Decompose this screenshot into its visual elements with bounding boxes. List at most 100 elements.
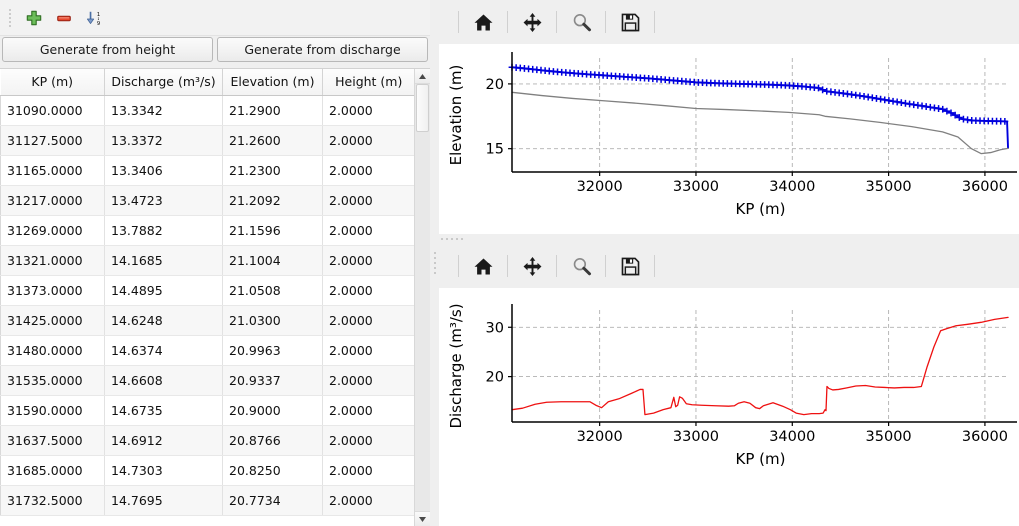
cell-elevation[interactable]: 21.1596 [222, 215, 323, 246]
table-row[interactable]: 31480.0000 14.6374 20.9963 2.0000 [0, 335, 414, 366]
cell-height[interactable]: 2.0000 [322, 95, 414, 126]
cell-kp[interactable]: 31732.5000 [0, 485, 105, 516]
column-header-discharge[interactable]: Discharge (m³/s) [104, 69, 223, 96]
cell-elevation[interactable]: 20.7734 [222, 485, 323, 516]
cell-discharge[interactable]: 13.3406 [104, 155, 223, 186]
discharge-chart-canvas[interactable]: 32000 33000 34000 35000 36000 20 30 KP (m) Disch… [439, 288, 1019, 526]
cell-discharge[interactable]: 14.7303 [104, 455, 223, 486]
add-row-icon[interactable] [19, 4, 49, 32]
table-row[interactable]: 31165.0000 13.3406 21.2300 2.0000 [0, 155, 414, 186]
cell-kp[interactable]: 31590.0000 [0, 395, 105, 426]
cell-elevation[interactable]: 20.9337 [222, 365, 323, 396]
cell-height[interactable]: 2.0000 [322, 425, 414, 456]
cell-height[interactable]: 2.0000 [322, 335, 414, 366]
cell-discharge[interactable]: 13.3342 [104, 95, 223, 126]
column-header-kp[interactable]: KP (m) [0, 69, 105, 96]
svg-text:34000: 34000 [769, 179, 815, 195]
cell-kp[interactable]: 31637.5000 [0, 425, 105, 456]
table-row[interactable]: 31685.0000 14.7303 20.8250 2.0000 [0, 455, 414, 486]
table-row[interactable]: 31535.0000 14.6608 20.9337 2.0000 [0, 365, 414, 396]
zoom-icon[interactable] [564, 250, 598, 282]
cell-elevation[interactable]: 21.2092 [222, 185, 323, 216]
scroll-up-arrow-icon[interactable] [415, 69, 430, 84]
cell-height[interactable]: 2.0000 [322, 305, 414, 336]
cell-kp[interactable]: 31685.0000 [0, 455, 105, 486]
cell-kp[interactable]: 31373.0000 [0, 275, 105, 306]
cell-discharge[interactable]: 13.7882 [104, 215, 223, 246]
cell-elevation[interactable]: 21.0300 [222, 305, 323, 336]
cell-kp[interactable]: 31321.0000 [0, 245, 105, 276]
cell-height[interactable]: 2.0000 [322, 245, 414, 276]
cell-height[interactable]: 2.0000 [322, 365, 414, 396]
cell-elevation[interactable]: 20.9000 [222, 395, 323, 426]
cell-kp[interactable]: 31480.0000 [0, 335, 105, 366]
elevation-chart-canvas[interactable]: 32000 33000 34000 35000 36000 15 20 KP (m) Eleva… [439, 44, 1019, 234]
toolbar-grip-handle[interactable] [6, 7, 13, 29]
cell-elevation[interactable]: 21.2600 [222, 125, 323, 156]
save-icon[interactable] [613, 6, 647, 38]
scroll-down-arrow-icon[interactable] [415, 511, 430, 526]
table-row[interactable]: 31321.0000 14.1685 21.1004 2.0000 [0, 245, 414, 276]
table-row[interactable]: 31090.0000 13.3342 21.2900 2.0000 [0, 95, 414, 126]
plots-horizontal-splitter[interactable] [439, 234, 1019, 244]
cell-kp[interactable]: 31090.0000 [0, 95, 105, 126]
remove-row-icon[interactable] [49, 4, 79, 32]
pan-icon[interactable] [515, 250, 549, 282]
generate-from-discharge-button[interactable]: Generate from discharge [217, 37, 428, 62]
cell-kp[interactable]: 31425.0000 [0, 305, 105, 336]
scrollbar-thumb[interactable] [416, 84, 429, 132]
cell-elevation[interactable]: 21.2900 [222, 95, 323, 126]
cell-elevation[interactable]: 20.9963 [222, 335, 323, 366]
cell-kp[interactable]: 31269.0000 [0, 215, 105, 246]
table-scroll-area[interactable]: KP (m) Discharge (m³/s) Elevation (m) He… [0, 69, 414, 526]
cell-discharge[interactable]: 13.3372 [104, 125, 223, 156]
cell-kp[interactable]: 31127.5000 [0, 125, 105, 156]
pan-icon[interactable] [515, 6, 549, 38]
home-icon[interactable] [466, 250, 500, 282]
cell-discharge[interactable]: 14.6735 [104, 395, 223, 426]
table-row[interactable]: 31590.0000 14.6735 20.9000 2.0000 [0, 395, 414, 426]
scrollbar-track[interactable] [415, 84, 430, 511]
cell-height[interactable]: 2.0000 [322, 155, 414, 186]
generate-from-height-button[interactable]: Generate from height [2, 37, 213, 62]
cell-discharge[interactable]: 14.6248 [104, 305, 223, 336]
cell-discharge[interactable]: 14.6912 [104, 425, 223, 456]
cell-discharge[interactable]: 13.4723 [104, 185, 223, 216]
cell-height[interactable]: 2.0000 [322, 215, 414, 246]
cell-discharge[interactable]: 14.6608 [104, 365, 223, 396]
table-row[interactable]: 31217.0000 13.4723 21.2092 2.0000 [0, 185, 414, 216]
cell-discharge[interactable]: 14.1685 [104, 245, 223, 276]
cell-elevation[interactable]: 20.8250 [222, 455, 323, 486]
column-header-height[interactable]: Height (m) [322, 69, 414, 96]
cell-kp[interactable]: 31535.0000 [0, 365, 105, 396]
cell-kp[interactable]: 31165.0000 [0, 155, 105, 186]
svg-text:Elevation (m): Elevation (m) [447, 65, 465, 166]
cell-elevation[interactable]: 21.0508 [222, 275, 323, 306]
cell-kp[interactable]: 31217.0000 [0, 185, 105, 216]
cell-elevation[interactable]: 20.8766 [222, 425, 323, 456]
cell-height[interactable]: 2.0000 [322, 125, 414, 156]
save-icon[interactable] [613, 250, 647, 282]
cell-elevation[interactable]: 21.2300 [222, 155, 323, 186]
table-row[interactable]: 31732.5000 14.7695 20.7734 2.0000 [0, 485, 414, 516]
cell-height[interactable]: 2.0000 [322, 455, 414, 486]
zoom-icon[interactable] [564, 6, 598, 38]
cell-discharge[interactable]: 14.7695 [104, 485, 223, 516]
cell-discharge[interactable]: 14.4895 [104, 275, 223, 306]
cell-height[interactable]: 2.0000 [322, 185, 414, 216]
cell-height[interactable]: 2.0000 [322, 275, 414, 306]
table-row[interactable]: 31127.5000 13.3372 21.2600 2.0000 [0, 125, 414, 156]
table-row[interactable]: 31425.0000 14.6248 21.0300 2.0000 [0, 305, 414, 336]
table-row[interactable]: 31373.0000 14.4895 21.0508 2.0000 [0, 275, 414, 306]
panel-vertical-splitter[interactable] [430, 0, 439, 526]
cell-height[interactable]: 2.0000 [322, 395, 414, 426]
column-header-elevation[interactable]: Elevation (m) [222, 69, 323, 96]
table-row[interactable]: 31637.5000 14.6912 20.8766 2.0000 [0, 425, 414, 456]
sort-ascending-icon[interactable]: 1 9 [79, 4, 109, 32]
cell-height[interactable]: 2.0000 [322, 485, 414, 516]
table-vertical-scrollbar[interactable] [414, 69, 430, 526]
home-icon[interactable] [466, 6, 500, 38]
cell-discharge[interactable]: 14.6374 [104, 335, 223, 366]
cell-elevation[interactable]: 21.1004 [222, 245, 323, 276]
table-row[interactable]: 31269.0000 13.7882 21.1596 2.0000 [0, 215, 414, 246]
